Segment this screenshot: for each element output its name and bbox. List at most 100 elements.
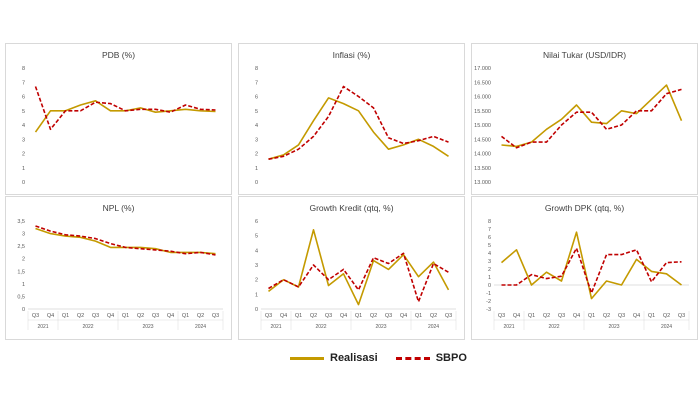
x-tick-label: Q1 bbox=[295, 313, 302, 319]
x-tick-label: Q2 bbox=[77, 313, 84, 319]
legend-label-realisasi: Realisasi bbox=[330, 352, 378, 364]
y-tick-label: 1 bbox=[255, 292, 258, 298]
y-tick-label: 16.000 bbox=[474, 95, 491, 101]
y-tick-label: -3 bbox=[486, 307, 491, 313]
chart-title: Nilai Tukar (USD/IDR) bbox=[543, 50, 626, 60]
x-year-label: 2022 bbox=[548, 324, 559, 330]
x-tick-label: Q2 bbox=[603, 313, 610, 319]
x-tick-label: Q3 bbox=[92, 313, 99, 319]
y-tick-label: -2 bbox=[486, 299, 491, 305]
y-tick-label: 14.000 bbox=[474, 152, 491, 158]
y-tick-label: 0 bbox=[255, 307, 258, 313]
y-tick-label: 3 bbox=[22, 137, 25, 143]
series-line-sbpo bbox=[35, 225, 216, 256]
x-year-label: 2023 bbox=[375, 324, 386, 330]
x-tick-label: Q4 bbox=[107, 313, 114, 319]
y-tick-label: 0 bbox=[488, 283, 491, 289]
y-tick-label: 0 bbox=[255, 180, 258, 186]
chart-panel-pdb: PDB (%) 0 1 2 3 4 5 6 7 8 bbox=[5, 43, 232, 195]
x-tick-label: Q3 bbox=[32, 313, 39, 319]
x-tick-label: Q4 bbox=[633, 313, 640, 319]
y-tick-label: 4 bbox=[22, 123, 25, 129]
chart-title: Growth Kredit (qtq, %) bbox=[309, 203, 393, 213]
x-tick-label: Q3 bbox=[678, 313, 685, 319]
series-line-sbpo bbox=[268, 252, 449, 303]
series-line-realisasi bbox=[500, 231, 682, 300]
chart-svg: Nilai Tukar (USD/IDR) 13.000 13.500 14.000 1… bbox=[474, 50, 683, 186]
y-tick-label: 7 bbox=[22, 80, 25, 86]
x-tick-label: Q4 bbox=[167, 313, 174, 319]
series-line-realisasi bbox=[501, 84, 683, 148]
chart-svg: Growth DPK (qtq, %) -3 -2 -1 0 1 2 3 4 5 6 7 8 Q3 Q4 Q1… bbox=[486, 203, 690, 330]
y-tick-label: 0 bbox=[22, 307, 25, 313]
y-tick-label: 17.000 bbox=[474, 66, 491, 72]
y-tick-label: 13.500 bbox=[474, 166, 491, 172]
x-tick-label: Q3 bbox=[212, 313, 219, 319]
x-tick-label: Q2 bbox=[137, 313, 144, 319]
x-tick-label: Q4 bbox=[513, 313, 520, 319]
chart-svg: Growth Kredit (qtq, %) 0 1 2 3 4 5 6 Q3 Q4 Q1 Q2 Q3 Q… bbox=[255, 203, 457, 330]
x-tick-label: Q1 bbox=[355, 313, 362, 319]
y-tick-label: 2 bbox=[255, 152, 258, 158]
y-tick-label: 8 bbox=[22, 66, 25, 72]
x-tick-label: Q2 bbox=[370, 313, 377, 319]
y-tick-label: 16.500 bbox=[474, 80, 491, 86]
x-year-label: 2023 bbox=[608, 324, 619, 330]
chart-panel-growth-kredit: Growth Kredit (qtq, %) 0 1 2 3 4 5 6 Q3 Q4 Q1 Q2 Q3 Q… bbox=[238, 196, 465, 340]
y-tick-label: 7 bbox=[255, 80, 258, 86]
x-tick-label: Q2 bbox=[197, 313, 204, 319]
y-tick-label: 3 bbox=[488, 259, 491, 265]
x-tick-label: Q1 bbox=[62, 313, 69, 319]
legend-item-sbpo: SBPO bbox=[395, 352, 467, 364]
y-tick-label: 5 bbox=[255, 234, 258, 240]
chart-title: NPL (%) bbox=[103, 203, 135, 213]
y-tick-label: 1 bbox=[22, 166, 25, 172]
y-tick-label: 1 bbox=[22, 282, 25, 288]
x-tick-label: Q4 bbox=[340, 313, 347, 319]
legend: Realisasi SBPO bbox=[290, 352, 467, 364]
series-line-realisasi bbox=[268, 97, 449, 160]
series-line-realisasi bbox=[35, 227, 216, 255]
y-tick-label: 0,5 bbox=[17, 294, 25, 300]
y-tick-label: 6 bbox=[488, 235, 491, 241]
x-year-label: 2023 bbox=[142, 324, 153, 330]
x-year-label: 2024 bbox=[195, 324, 206, 330]
x-tick-label: Q4 bbox=[400, 313, 407, 319]
legend-swatch-realisasi bbox=[290, 356, 324, 360]
x-tick-label: Q1 bbox=[122, 313, 129, 319]
y-tick-label: 8 bbox=[488, 219, 491, 225]
x-year-label: 2024 bbox=[661, 324, 672, 330]
y-tick-label: 3 bbox=[22, 232, 25, 238]
series-line-sbpo bbox=[268, 85, 449, 160]
x-tick-label: Q1 bbox=[415, 313, 422, 319]
y-tick-label: 13.000 bbox=[474, 180, 491, 186]
series-line-sbpo bbox=[34, 86, 216, 131]
x-tick-label: Q3 bbox=[152, 313, 159, 319]
chart-svg: NPL (%) 0 0,5 1 1,5 2 2,5 3 3,5 Q3 Q4 Q1 Q2 Q3 Q4 Q1 Q2 Q… bbox=[17, 203, 224, 330]
x-tick-label: Q2 bbox=[430, 313, 437, 319]
x-year-label: 2022 bbox=[315, 324, 326, 330]
x-tick-label: Q2 bbox=[310, 313, 317, 319]
y-tick-label: 2 bbox=[255, 278, 258, 284]
series-line-realisasi bbox=[268, 228, 450, 306]
x-year-label: 2021 bbox=[270, 324, 281, 330]
chart-panel-inflasi: Inflasi (%) 0 1 2 3 4 5 6 7 8 bbox=[238, 43, 465, 195]
y-tick-label: 2 bbox=[22, 152, 25, 158]
y-tick-label: 2,5 bbox=[17, 244, 25, 250]
x-tick-label: Q2 bbox=[663, 313, 670, 319]
series-line-sbpo bbox=[501, 247, 682, 294]
y-tick-label: 6 bbox=[255, 219, 258, 225]
x-tick-label: Q1 bbox=[648, 313, 655, 319]
y-tick-label: 5 bbox=[255, 109, 258, 115]
x-tick-label: Q3 bbox=[498, 313, 505, 319]
x-tick-label: Q3 bbox=[325, 313, 332, 319]
y-tick-label: 4 bbox=[255, 248, 258, 254]
y-tick-label: 1 bbox=[488, 275, 491, 281]
legend-swatch-sbpo bbox=[395, 356, 430, 360]
y-tick-label: 2 bbox=[488, 267, 491, 273]
chart-panel-nilai-tukar: Nilai Tukar (USD/IDR) 13.000 13.500 14.000 1… bbox=[471, 43, 698, 195]
y-tick-label: 4 bbox=[255, 123, 258, 129]
chart-title: Inflasi (%) bbox=[333, 50, 371, 60]
x-tick-label: Q4 bbox=[573, 313, 580, 319]
y-tick-label: 4 bbox=[488, 251, 491, 257]
